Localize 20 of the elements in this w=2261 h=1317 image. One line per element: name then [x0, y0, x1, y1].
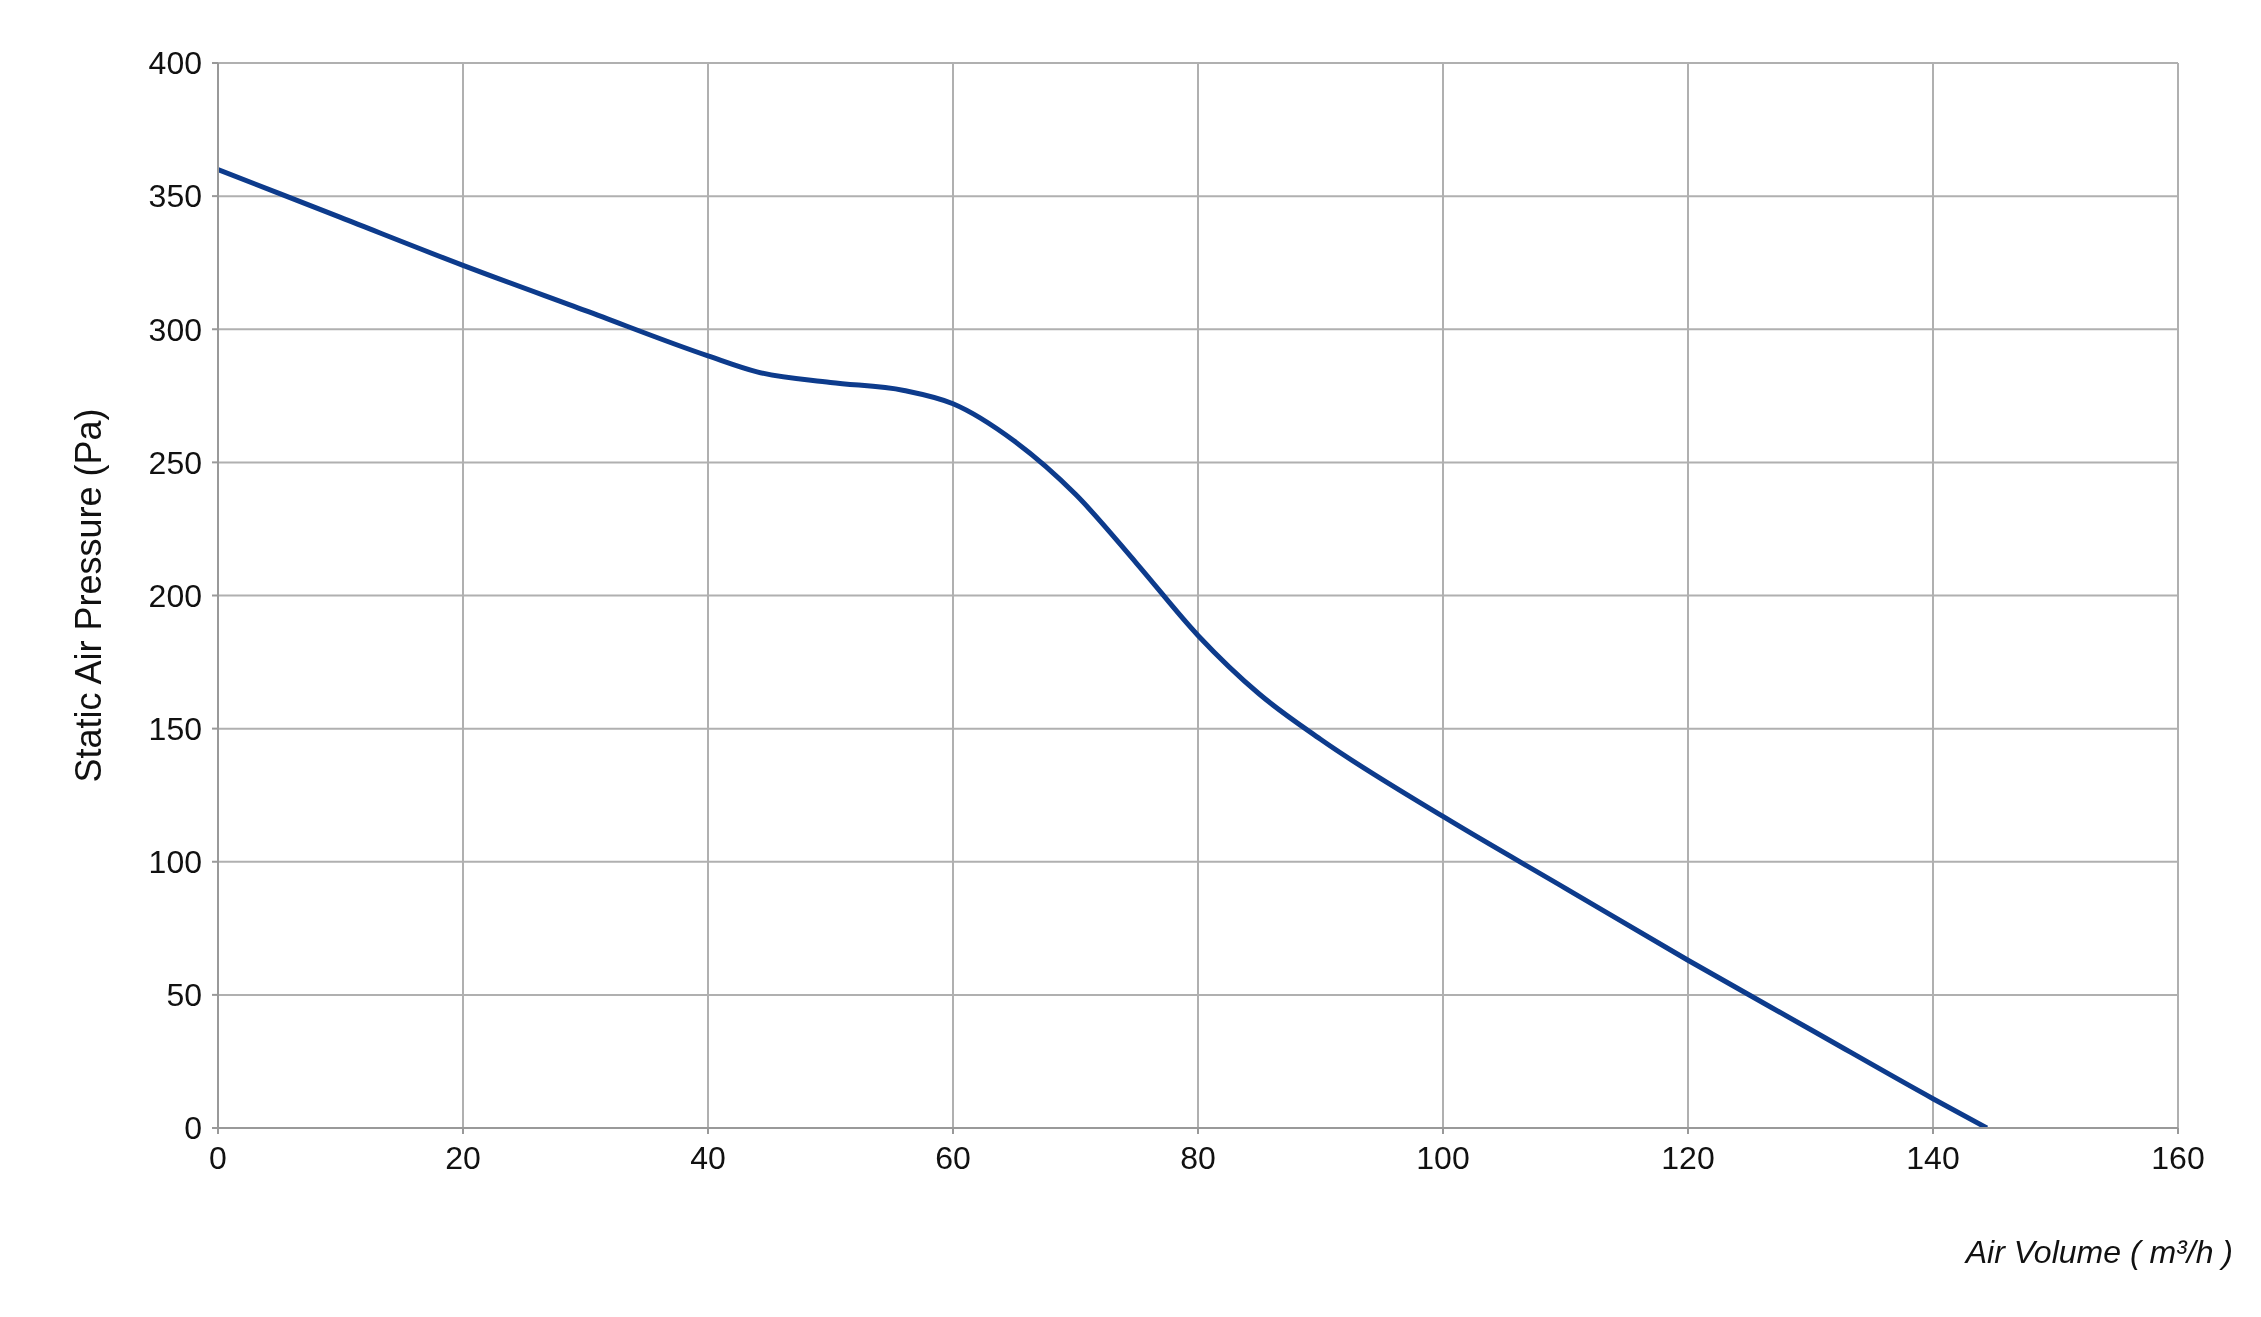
x-tick-label: 40: [690, 1139, 726, 1176]
y-tick-label: 0: [184, 1110, 202, 1147]
x-tick-label: 60: [935, 1139, 971, 1176]
y-tick-label: 300: [148, 311, 202, 348]
y-axis-title: Static Air Pressure (Pa): [67, 408, 109, 783]
x-tick-label: 80: [1180, 1139, 1216, 1176]
x-axis-title: Air Volume ( m³/h ): [1963, 1234, 2233, 1270]
x-tick-label: 160: [2151, 1139, 2205, 1176]
x-tick-label: 0: [209, 1139, 227, 1176]
y-tick-label: 150: [148, 710, 202, 747]
y-tick-label: 400: [148, 45, 202, 82]
y-tick-label: 100: [148, 844, 202, 881]
x-tick-label: 120: [1661, 1139, 1715, 1176]
x-tick-label: 140: [1906, 1139, 1960, 1176]
y-tick-label: 250: [148, 444, 202, 481]
y-tick-label: 350: [148, 178, 202, 215]
y-tick-label: 200: [148, 577, 202, 614]
x-tick-label: 100: [1416, 1139, 1470, 1176]
y-tick-label: 50: [166, 977, 202, 1014]
x-tick-label: 20: [445, 1139, 481, 1176]
